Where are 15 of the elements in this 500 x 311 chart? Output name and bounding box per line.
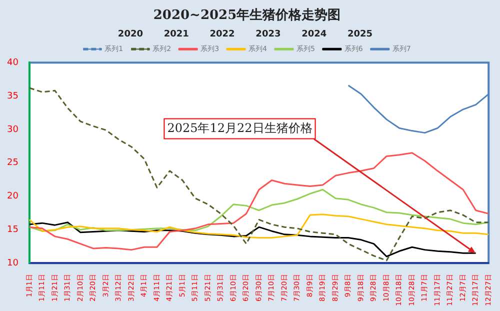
text: 2021 <box>164 29 189 40</box>
annotation: 2025年12月22日生猪价格 <box>167 120 312 135</box>
y-tick-label: 40 <box>7 58 19 68</box>
text: 2022 <box>210 29 235 40</box>
chart-title: 2020~2025年生猪价格走势图 <box>153 7 341 24</box>
y-tick-label: 15 <box>7 225 18 236</box>
text: 2020 <box>118 29 143 40</box>
y-tick-label: 25 <box>7 158 18 168</box>
text: 2024 <box>302 29 327 40</box>
text: 2025 <box>348 29 373 40</box>
text: 2023 <box>256 29 281 40</box>
y-tick-label: 10 <box>7 258 19 269</box>
y-tick-label: 30 <box>7 124 19 135</box>
y-tick-label: 20 <box>7 192 19 202</box>
y-tick-label: 35 <box>7 91 18 102</box>
